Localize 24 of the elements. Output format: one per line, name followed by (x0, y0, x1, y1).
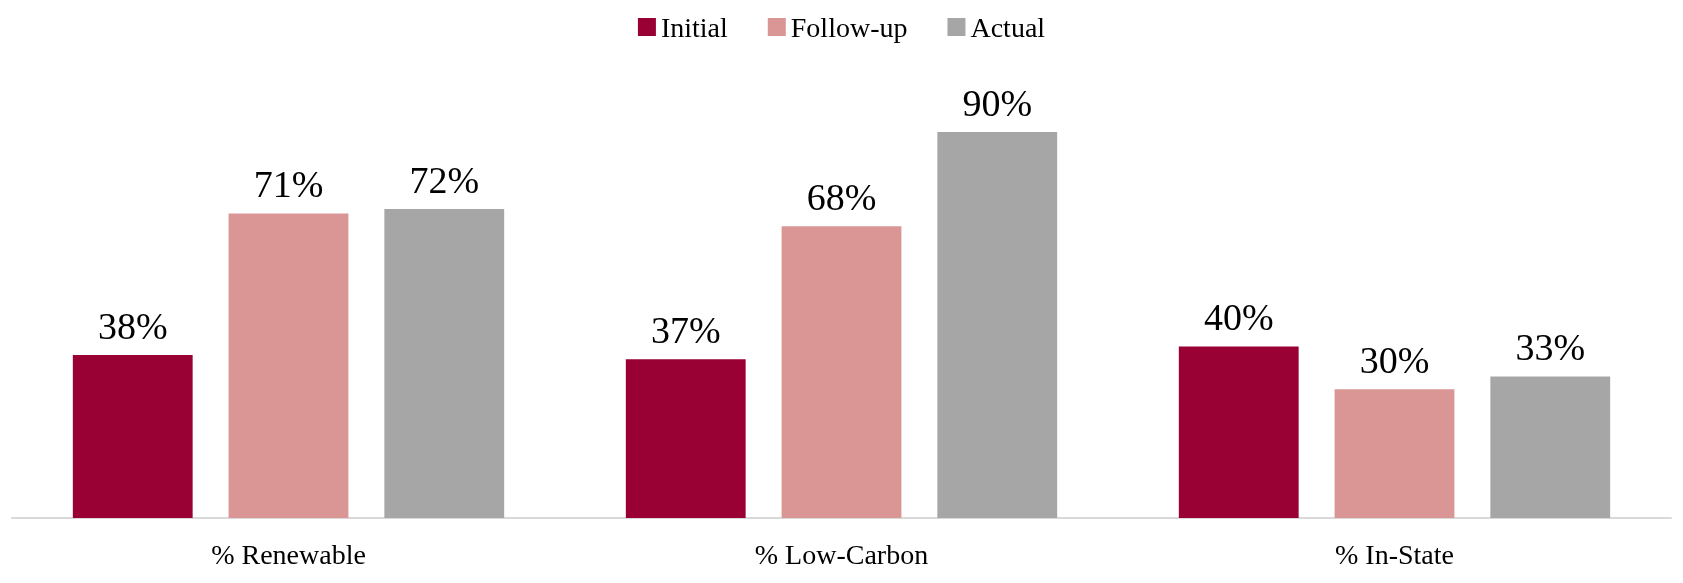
bar (937, 131, 1058, 518)
legend-label: Follow-up (790, 11, 908, 43)
bar (1490, 376, 1611, 518)
x-tick-label: % In-State (1335, 538, 1454, 570)
x-tick-label: % Low-Carbon (754, 538, 929, 570)
data-label: 33% (1515, 326, 1586, 369)
data-label: 72% (409, 159, 480, 202)
bar (1178, 346, 1299, 518)
bar (72, 354, 193, 518)
data-label: 68% (806, 176, 877, 219)
data-label: 30% (1359, 339, 1430, 382)
legend-label: Actual (970, 11, 1046, 43)
data-label: 37% (650, 309, 721, 352)
data-label: 38% (97, 304, 168, 347)
bar (384, 209, 505, 518)
bar (1334, 389, 1455, 518)
x-tick-label: % Renewable (211, 538, 366, 570)
legend-label: Initial (660, 11, 728, 43)
bar (625, 359, 746, 518)
bar (228, 213, 349, 518)
data-label: 71% (253, 163, 324, 206)
data-label: 40% (1203, 296, 1274, 339)
bar (781, 226, 902, 518)
data-label: 90% (962, 81, 1033, 124)
